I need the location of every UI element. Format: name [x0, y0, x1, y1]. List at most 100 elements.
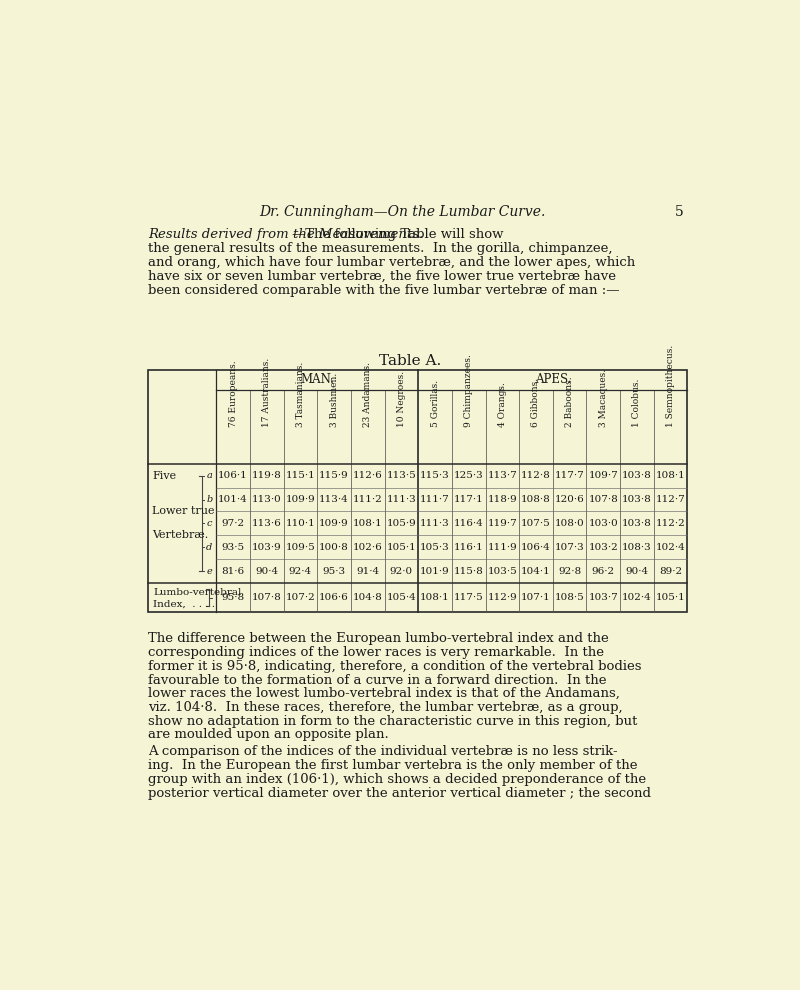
Text: 112·9: 112·9: [487, 593, 518, 602]
Text: been considered comparable with the five lumbar vertebræ of man :—: been considered comparable with the five…: [148, 283, 619, 297]
Text: 107·8: 107·8: [252, 593, 282, 602]
Text: 107·2: 107·2: [286, 593, 315, 602]
Text: favourable to the formation of a curve in a forward direction.  In the: favourable to the formation of a curve i…: [148, 673, 606, 686]
Text: 92·8: 92·8: [558, 566, 582, 575]
Text: 112·8: 112·8: [521, 471, 551, 480]
Text: 112·2: 112·2: [656, 519, 686, 528]
Text: Lower true: Lower true: [152, 507, 214, 517]
Text: 76 Europeans.: 76 Europeans.: [229, 360, 238, 427]
Text: 102·6: 102·6: [353, 543, 382, 551]
Text: 108·1: 108·1: [420, 593, 450, 602]
Text: 92·0: 92·0: [390, 566, 413, 575]
Text: 117·7: 117·7: [554, 471, 585, 480]
Text: b: b: [206, 495, 213, 504]
Text: 115·9: 115·9: [319, 471, 349, 480]
Text: 109·7: 109·7: [589, 471, 618, 480]
Text: The difference between the European lumbo-vertebral index and the: The difference between the European lumb…: [148, 633, 609, 645]
Text: 105·9: 105·9: [386, 519, 416, 528]
Text: 107·1: 107·1: [521, 593, 551, 602]
Text: 23 Andamans.: 23 Andamans.: [363, 361, 372, 427]
Text: 115·8: 115·8: [454, 566, 483, 575]
Text: 116·1: 116·1: [454, 543, 483, 551]
Text: 113·7: 113·7: [487, 471, 518, 480]
Text: 100·8: 100·8: [319, 543, 349, 551]
Text: 111·7: 111·7: [420, 495, 450, 504]
Text: 108·5: 108·5: [554, 593, 585, 602]
Text: 111·3: 111·3: [386, 495, 416, 504]
Text: 118·9: 118·9: [487, 495, 518, 504]
Text: 2 Baboons.: 2 Baboons.: [565, 376, 574, 427]
Text: 93·5: 93·5: [222, 543, 245, 551]
Text: 108·3: 108·3: [622, 543, 652, 551]
Text: Vertebræ.: Vertebræ.: [152, 531, 208, 541]
Text: Table A.: Table A.: [379, 354, 441, 368]
Text: 113·0: 113·0: [252, 495, 282, 504]
Text: 120·6: 120·6: [554, 495, 585, 504]
Text: 109·5: 109·5: [286, 543, 315, 551]
Text: 106·4: 106·4: [521, 543, 551, 551]
Text: 110·1: 110·1: [286, 519, 315, 528]
Text: the general results of the measurements.  In the gorilla, chimpanzee,: the general results of the measurements.…: [148, 242, 613, 255]
Text: 116·4: 116·4: [454, 519, 483, 528]
Text: 6 Gibbons.: 6 Gibbons.: [531, 377, 541, 427]
Text: 109·9: 109·9: [319, 519, 349, 528]
Text: 107·5: 107·5: [521, 519, 551, 528]
Text: 3 Bushmen.: 3 Bushmen.: [330, 372, 338, 427]
Text: 106·1: 106·1: [218, 471, 248, 480]
Text: 9 Chimpanzees.: 9 Chimpanzees.: [464, 353, 473, 427]
Text: a: a: [206, 471, 212, 480]
Text: 3 Tasmanians.: 3 Tasmanians.: [296, 361, 305, 427]
Text: are moulded upon an opposite plan.: are moulded upon an opposite plan.: [148, 729, 389, 742]
Text: —The following Table will show: —The following Table will show: [292, 228, 503, 242]
Text: 81·6: 81·6: [222, 566, 245, 575]
Text: 103·9: 103·9: [252, 543, 282, 551]
Text: 125·3: 125·3: [454, 471, 483, 480]
Text: 1 Colobus.: 1 Colobus.: [633, 378, 642, 427]
Text: 106·6: 106·6: [319, 593, 349, 602]
Text: d: d: [206, 543, 213, 551]
Text: Lumbo-vertebral: Lumbo-vertebral: [154, 588, 242, 597]
Text: ing.  In the European the first lumbar vertebra is the only member of the: ing. In the European the first lumbar ve…: [148, 759, 638, 772]
Text: 90·4: 90·4: [255, 566, 278, 575]
Text: have six or seven lumbar vertebræ, the five lower true vertebræ have: have six or seven lumbar vertebræ, the f…: [148, 269, 616, 283]
Text: 103·8: 103·8: [622, 519, 652, 528]
Text: 103·8: 103·8: [622, 495, 652, 504]
Text: 95·8: 95·8: [222, 593, 245, 602]
Text: 92·4: 92·4: [289, 566, 312, 575]
Text: viz. 104·8.  In these races, therefore, the lumbar vertebræ, as a group,: viz. 104·8. In these races, therefore, t…: [148, 701, 622, 714]
Text: 113·5: 113·5: [386, 471, 416, 480]
Text: 89·2: 89·2: [659, 566, 682, 575]
Text: Results derived from the Measurements.: Results derived from the Measurements.: [148, 228, 423, 242]
Text: 119·8: 119·8: [252, 471, 282, 480]
Text: Dr. Cunningham—On the Lumbar Curve.: Dr. Cunningham—On the Lumbar Curve.: [259, 205, 546, 219]
Text: 101·4: 101·4: [218, 495, 248, 504]
Text: and orang, which have four lumbar vertebræ, and the lower apes, which: and orang, which have four lumbar verteb…: [148, 255, 635, 269]
Text: 103·0: 103·0: [589, 519, 618, 528]
Text: 91·4: 91·4: [356, 566, 379, 575]
Text: 4 Orangs.: 4 Orangs.: [498, 382, 507, 427]
Text: 103·2: 103·2: [589, 543, 618, 551]
Bar: [148, 370, 687, 613]
Text: 108·0: 108·0: [554, 519, 585, 528]
Text: 104·1: 104·1: [521, 566, 551, 575]
Text: 96·2: 96·2: [592, 566, 615, 575]
Text: 103·7: 103·7: [589, 593, 618, 602]
Text: 115·1: 115·1: [286, 471, 315, 480]
Text: 107·3: 107·3: [554, 543, 585, 551]
Text: 115·3: 115·3: [420, 471, 450, 480]
Text: 111·3: 111·3: [420, 519, 450, 528]
Text: 5: 5: [675, 205, 684, 219]
Text: A comparison of the indices of the individual vertebræ is no less strik-: A comparison of the indices of the indiv…: [148, 745, 618, 758]
Text: posterior vertical diameter over the anterior vertical diameter ; the second: posterior vertical diameter over the ant…: [148, 787, 651, 800]
Text: 108·1: 108·1: [656, 471, 686, 480]
Text: e: e: [206, 566, 212, 575]
Text: 103·8: 103·8: [622, 471, 652, 480]
Text: 105·1: 105·1: [386, 543, 416, 551]
Text: 17 Australians.: 17 Australians.: [262, 357, 271, 427]
Text: 108·1: 108·1: [353, 519, 382, 528]
Text: 103·5: 103·5: [487, 566, 518, 575]
Text: MAN.: MAN.: [300, 373, 334, 386]
Text: c: c: [206, 519, 212, 528]
Text: show no adaptation in form to the characteristic curve in this region, but: show no adaptation in form to the charac…: [148, 715, 638, 728]
Text: 111·2: 111·2: [353, 495, 382, 504]
